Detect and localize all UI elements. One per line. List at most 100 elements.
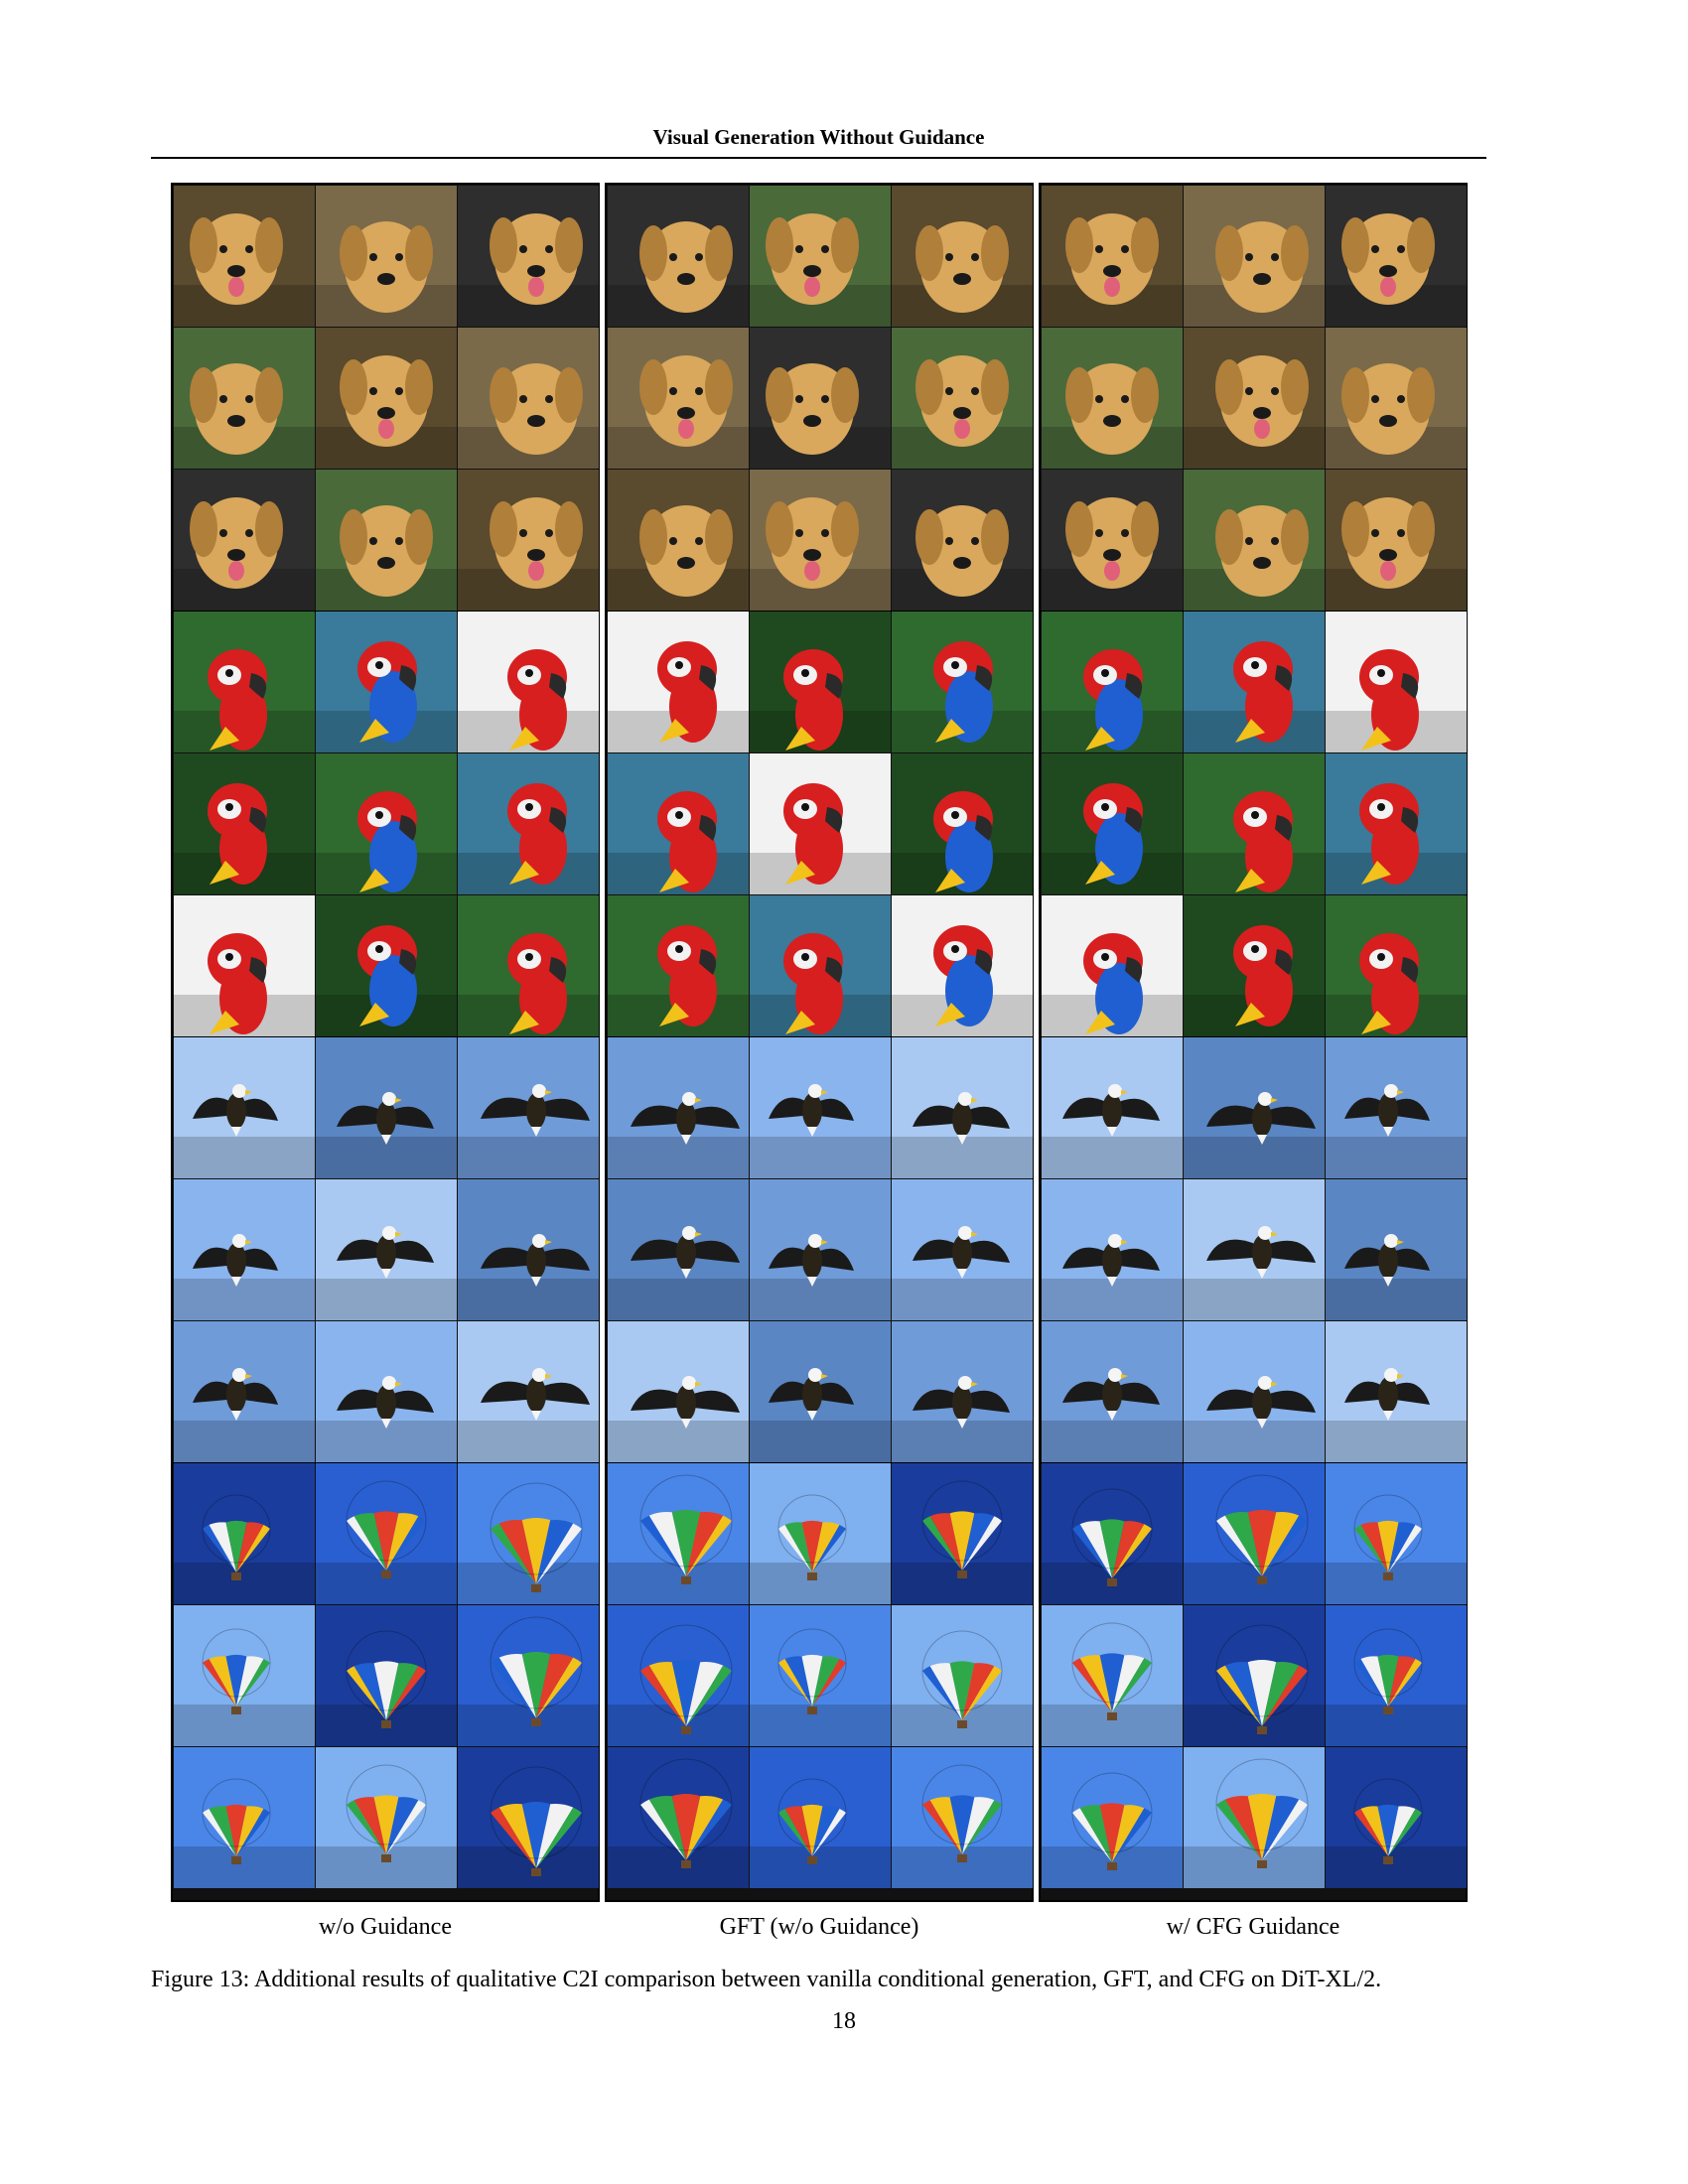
- dog-icon: [892, 328, 1033, 469]
- page-number: 18: [832, 2008, 856, 2034]
- balloon-icon: [1326, 1747, 1467, 1888]
- sample-image-golden-retriever: [750, 470, 891, 611]
- dog-icon: [1326, 186, 1467, 327]
- column-label-cfg: w/ CFG Guidance: [1166, 1914, 1340, 1940]
- sample-image-golden-retriever: [608, 328, 749, 469]
- parrot-icon: [458, 753, 599, 894]
- dog-icon: [1184, 186, 1325, 327]
- dog-icon: [458, 470, 599, 611]
- sample-image-bald-eagle: [892, 1179, 1033, 1320]
- dog-icon: [1184, 328, 1325, 469]
- eagle-icon: [1184, 1179, 1325, 1320]
- dog-icon: [1042, 186, 1183, 327]
- sample-image-macaw: [608, 612, 749, 752]
- dog-icon: [608, 186, 749, 327]
- sample-image-bald-eagle: [1184, 1037, 1325, 1178]
- eagle-icon: [174, 1037, 315, 1178]
- eagle-icon: [316, 1037, 457, 1178]
- sample-image-macaw: [608, 753, 749, 894]
- sample-image-bald-eagle: [1326, 1037, 1467, 1178]
- sample-image-bald-eagle: [750, 1037, 891, 1178]
- balloon-icon: [1184, 1747, 1325, 1888]
- sample-image-macaw: [1042, 612, 1183, 752]
- sample-image-macaw: [316, 753, 457, 894]
- sample-image-golden-retriever: [750, 328, 891, 469]
- sample-image-hot-air-balloon: [316, 1747, 457, 1888]
- sample-image-golden-retriever: [1326, 328, 1467, 469]
- column-label-vanilla: w/o Guidance: [319, 1914, 452, 1940]
- parrot-icon: [1326, 753, 1467, 894]
- running-header: Visual Generation Without Guidance: [652, 125, 985, 149]
- dog-icon: [892, 470, 1033, 611]
- balloon-icon: [750, 1463, 891, 1604]
- sample-image-golden-retriever: [1184, 470, 1325, 611]
- sample-image-hot-air-balloon: [458, 1747, 599, 1888]
- sample-image-bald-eagle: [174, 1037, 315, 1178]
- eagle-icon: [608, 1179, 749, 1320]
- dog-icon: [458, 186, 599, 327]
- balloon-icon: [316, 1747, 457, 1888]
- sample-image-hot-air-balloon: [1184, 1747, 1325, 1888]
- sample-image-golden-retriever: [1042, 470, 1183, 611]
- eagle-icon: [750, 1037, 891, 1178]
- sample-image-golden-retriever: [174, 328, 315, 469]
- sample-image-hot-air-balloon: [892, 1747, 1033, 1888]
- sample-image-bald-eagle: [892, 1321, 1033, 1462]
- column-label-gft: GFT (w/o Guidance): [719, 1914, 919, 1940]
- sample-image-bald-eagle: [608, 1179, 749, 1320]
- sample-image-bald-eagle: [608, 1321, 749, 1462]
- parrot-icon: [750, 612, 891, 752]
- eagle-icon: [608, 1321, 749, 1462]
- sample-image-bald-eagle: [750, 1321, 891, 1462]
- sample-image-bald-eagle: [316, 1321, 457, 1462]
- balloon-icon: [1042, 1605, 1183, 1746]
- dog-icon: [750, 470, 891, 611]
- sample-image-hot-air-balloon: [1042, 1747, 1183, 1888]
- parrot-icon: [174, 895, 315, 1036]
- eagle-icon: [1042, 1321, 1183, 1462]
- sample-image-hot-air-balloon: [1184, 1605, 1325, 1746]
- parrot-icon: [458, 612, 599, 752]
- parrot-icon: [458, 895, 599, 1036]
- sample-image-macaw: [174, 612, 315, 752]
- dog-icon: [750, 328, 891, 469]
- sample-image-golden-retriever: [316, 470, 457, 611]
- balloon-icon: [458, 1463, 599, 1604]
- sample-image-golden-retriever: [1184, 186, 1325, 327]
- balloon-icon: [750, 1605, 891, 1746]
- sample-image-macaw: [1042, 753, 1183, 894]
- eagle-icon: [316, 1179, 457, 1320]
- dog-icon: [1326, 470, 1467, 611]
- sample-image-hot-air-balloon: [608, 1747, 749, 1888]
- sample-image-hot-air-balloon: [892, 1605, 1033, 1746]
- balloon-icon: [750, 1747, 891, 1888]
- balloon-icon: [1184, 1605, 1325, 1746]
- sample-image-bald-eagle: [892, 1037, 1033, 1178]
- parrot-icon: [1042, 895, 1183, 1036]
- balloon-icon: [608, 1747, 749, 1888]
- sample-image-macaw: [892, 895, 1033, 1036]
- sample-image-hot-air-balloon: [1042, 1605, 1183, 1746]
- eagle-icon: [458, 1037, 599, 1178]
- dog-icon: [1042, 328, 1183, 469]
- eagle-icon: [458, 1321, 599, 1462]
- eagle-icon: [892, 1179, 1033, 1320]
- sample-image-hot-air-balloon: [174, 1747, 315, 1888]
- balloon-icon: [174, 1463, 315, 1604]
- sample-image-macaw: [458, 753, 599, 894]
- sample-image-macaw: [316, 612, 457, 752]
- dog-icon: [174, 186, 315, 327]
- sample-image-golden-retriever: [608, 470, 749, 611]
- sample-image-golden-retriever: [1184, 328, 1325, 469]
- sample-image-bald-eagle: [316, 1179, 457, 1320]
- sample-image-bald-eagle: [608, 1037, 749, 1178]
- sample-image-hot-air-balloon: [1184, 1463, 1325, 1604]
- sample-image-bald-eagle: [1042, 1037, 1183, 1178]
- parrot-icon: [1326, 612, 1467, 752]
- eagle-icon: [608, 1037, 749, 1178]
- sample-image-bald-eagle: [316, 1037, 457, 1178]
- sample-image-macaw: [1184, 612, 1325, 752]
- eagle-icon: [174, 1179, 315, 1320]
- dog-icon: [1326, 328, 1467, 469]
- eagle-icon: [174, 1321, 315, 1462]
